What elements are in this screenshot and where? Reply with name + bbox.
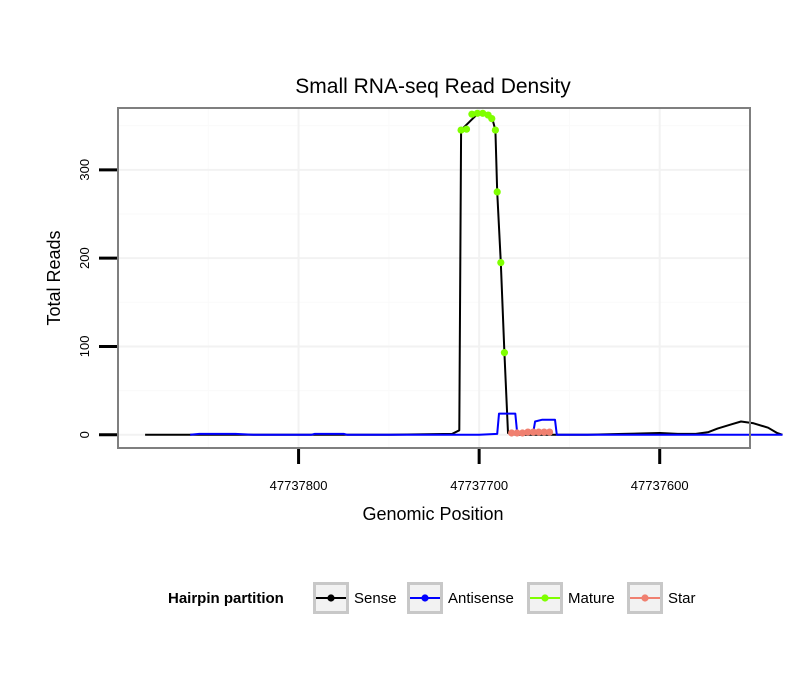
y-tick-label: 100 — [77, 336, 92, 358]
plot-panel — [118, 108, 750, 448]
data-point-star — [513, 429, 521, 437]
legend-label-mature: Mature — [568, 590, 615, 607]
plot-border — [117, 107, 751, 449]
data-point-mature — [462, 125, 471, 133]
data-point-star — [545, 428, 554, 436]
data-point-star — [535, 428, 543, 436]
legend-key-point-mature — [541, 594, 549, 602]
legend-label-sense: Sense — [354, 590, 397, 607]
plot-area — [117, 107, 783, 449]
legend-label-antisense: Antisense — [448, 590, 514, 607]
data-point-star — [508, 429, 516, 437]
series-layer — [145, 109, 783, 437]
data-point-mature — [488, 114, 496, 123]
data-point-mature — [500, 349, 509, 357]
data-point-mature — [479, 109, 487, 117]
data-point-star — [524, 428, 532, 436]
data-point-star — [540, 428, 548, 436]
legend-key-point-antisense — [421, 594, 429, 602]
y-tick-label: 300 — [77, 159, 92, 181]
chart-title: Small RNA-seq Read Density — [295, 75, 571, 98]
x-tick-label: 47737800 — [270, 478, 328, 493]
legend-key-point-sense — [327, 594, 335, 602]
data-point-star — [518, 429, 527, 437]
data-point-star — [529, 428, 537, 436]
x-tick-label: 47737600 — [631, 478, 689, 493]
series-line-antisense — [190, 412, 783, 436]
x-tick-label: 47737700 — [450, 478, 508, 493]
y-tick-label: 0 — [77, 431, 92, 438]
data-point-mature — [491, 126, 499, 134]
x-axis-label: Genomic Position — [362, 504, 503, 524]
x-axis: 47737800 47737700 47737600 — [270, 449, 689, 493]
data-point-mature — [497, 258, 505, 267]
data-point-mature — [457, 126, 465, 134]
data-point-mature — [473, 109, 481, 117]
legend: Hairpin partition Sense Antisense Mature St… — [168, 582, 696, 614]
data-point-mature — [493, 188, 501, 196]
legend-title: Hairpin partition — [168, 590, 284, 607]
legend-label-star: Star — [668, 590, 696, 607]
data-point-mature — [468, 110, 476, 118]
y-tick-label: 200 — [77, 247, 92, 269]
y-axis-label: Total Reads — [44, 230, 64, 325]
legend-key-point-star — [641, 594, 649, 602]
y-axis: 0 100 200 300 — [77, 159, 117, 438]
